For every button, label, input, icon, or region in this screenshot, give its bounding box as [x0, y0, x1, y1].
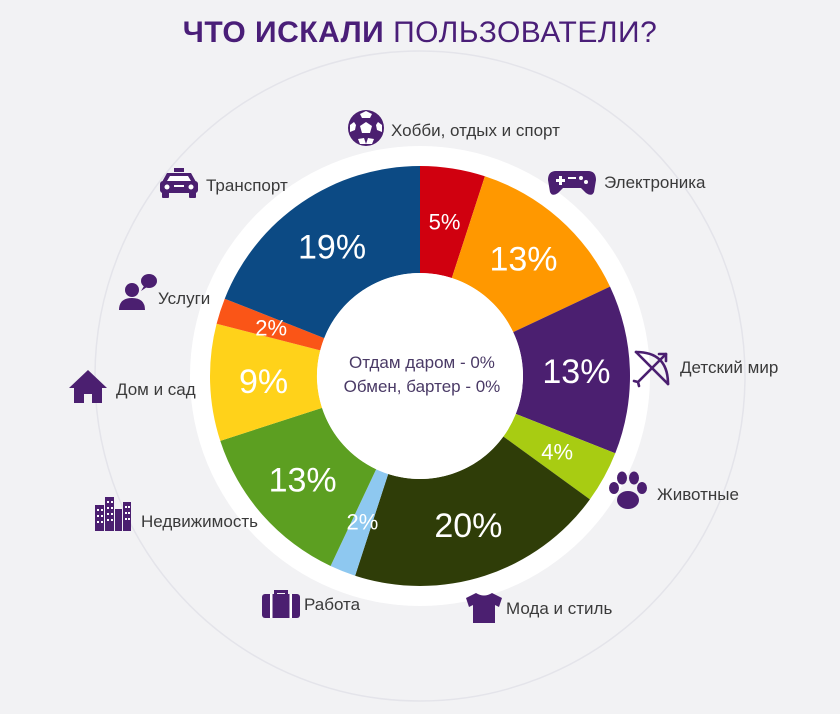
legend-label-home: Дом и сад — [116, 380, 196, 399]
slice-8 — [216, 298, 325, 351]
person-chat-icon — [119, 274, 157, 310]
buildings-icon — [95, 497, 131, 531]
briefcase-icon — [262, 590, 300, 618]
slice-4 — [355, 436, 590, 586]
taxi-icon — [160, 168, 198, 198]
center-line-1: Отдам даром - 0% — [349, 353, 495, 372]
slice-5 — [330, 469, 389, 576]
slice-6 — [220, 407, 377, 567]
slice-9 — [224, 166, 420, 339]
gamepad-icon — [548, 171, 596, 195]
tshirt-icon — [466, 593, 502, 623]
slice-label-4: 20% — [434, 507, 502, 545]
outer-guide-ring — [94, 50, 746, 702]
slice-label-3: 4% — [541, 439, 573, 464]
bow-arrow-icon — [632, 350, 670, 388]
slice-label-1: 13% — [489, 241, 557, 279]
house-icon — [69, 370, 107, 403]
center-line-2: Обмен, бартер - 0% — [344, 377, 501, 396]
legend-label-kids: Детский мир — [680, 358, 778, 377]
chart-title: ЧТО ИСКАЛИ ПОЛЬЗОВАТЕЛИ? — [0, 16, 840, 50]
slice-label-9: 19% — [298, 229, 366, 267]
slice-0 — [420, 166, 485, 279]
legend-label-services: Услуги — [158, 289, 210, 308]
slice-label-8: 2% — [255, 316, 287, 341]
legend-label-animals: Животные — [657, 485, 739, 504]
slice-label-5: 2% — [346, 510, 378, 535]
slice-label-0: 5% — [429, 209, 461, 234]
slice-7 — [210, 323, 323, 441]
slice-label-6: 13% — [269, 461, 337, 499]
legend-label-electronics: Электроника — [604, 173, 706, 192]
slice-label-7: 9% — [239, 363, 288, 401]
slice-1 — [451, 176, 611, 333]
slice-2 — [513, 286, 630, 454]
slice-3 — [503, 413, 616, 500]
percent-labels: 5% 13% 13% 4% 20% 2% 13% 9% 2% 19% — [239, 209, 610, 544]
slices — [210, 166, 630, 586]
donut-hole — [317, 273, 523, 479]
legend-label-work: Работа — [304, 595, 361, 614]
paw-icon — [609, 471, 647, 509]
legend-label-hobby: Хобби, отдых и спорт — [391, 121, 560, 140]
soccer-ball-icon — [348, 110, 384, 146]
legend-label-transport: Транспорт — [206, 176, 288, 195]
title-rest: ПОЛЬЗОВАТЕЛИ? — [393, 16, 658, 49]
legend-label-realty: Недвижимость — [141, 512, 258, 531]
slice-label-2: 13% — [542, 353, 610, 391]
title-bold: ЧТО ИСКАЛИ — [182, 16, 385, 49]
legend-label-fashion: Мода и стиль — [506, 599, 612, 618]
